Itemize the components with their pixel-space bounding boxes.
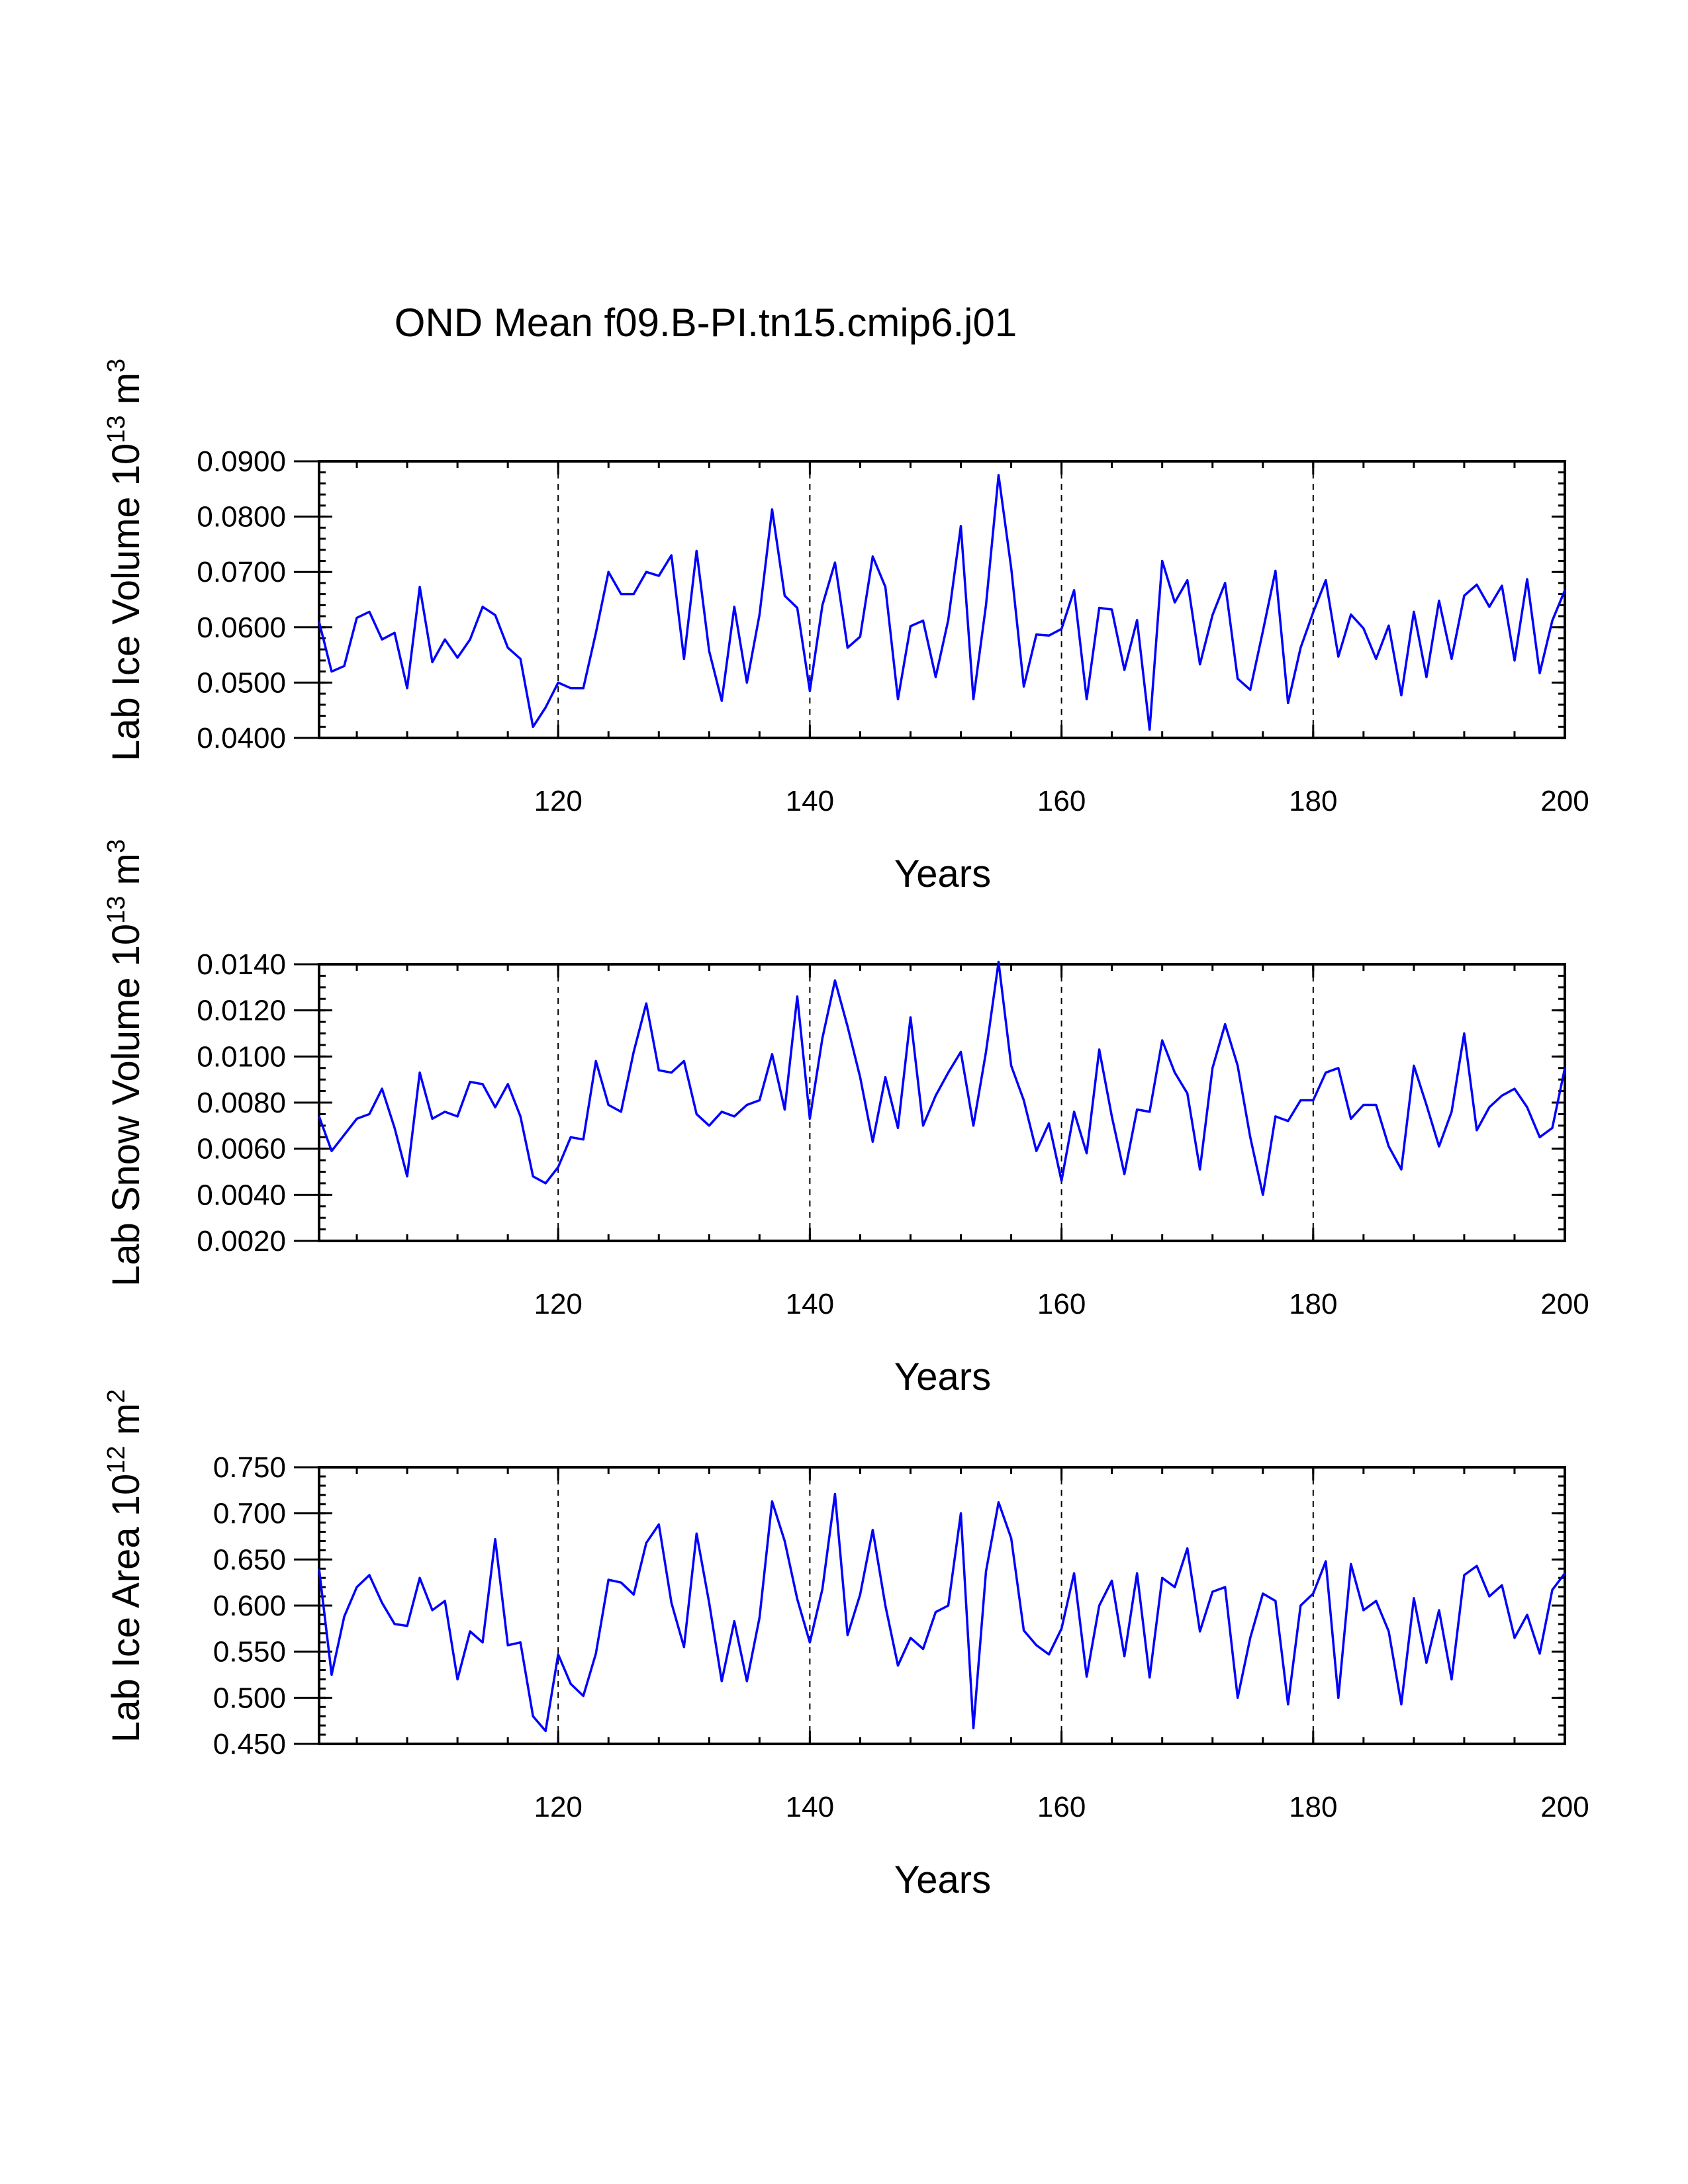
y-tick-label: 0.0700 (197, 556, 286, 588)
plot-frame (318, 460, 1566, 739)
y-axis-label: Lab Ice Area 1012 m2 (103, 1389, 148, 1743)
x-axis-label: Years (894, 852, 991, 895)
y-tick-label: 0.0020 (197, 1225, 286, 1257)
x-tick-label: 140 (786, 1288, 834, 1320)
x-axis-label: Years (894, 1355, 991, 1398)
series-line-lab-ice-area (318, 1492, 1566, 1733)
y-tick-label: 0.0600 (197, 612, 286, 644)
x-tick-label: 120 (534, 1288, 582, 1320)
x-tick-label: 200 (1540, 785, 1589, 817)
y-tick-label: 0.0500 (197, 666, 286, 699)
series-line-lab-snow-volume (318, 960, 1566, 1197)
x-tick-label: 200 (1540, 1288, 1589, 1320)
y-tick-label: 0.0060 (197, 1133, 286, 1165)
y-tick-label: 0.0040 (197, 1179, 286, 1211)
x-tick-label: 160 (1037, 785, 1086, 817)
y-tick-label: 0.650 (213, 1543, 286, 1576)
y-axis-label: Lab Snow Volume 1013 m3 (103, 839, 148, 1287)
chart-panel-1: 0.0400 0.0500 0.0600 0.0700 0.0800 0.0900 120 1… (103, 359, 1589, 895)
x-tick-label: 140 (786, 785, 834, 817)
y-tick-label: 0.0400 (197, 722, 286, 754)
series-line-lab-ice-volume (318, 474, 1566, 731)
plot-frame (318, 1466, 1566, 1745)
y-tick-label: 0.0080 (197, 1087, 286, 1119)
x-axis-label: Years (894, 1858, 991, 1901)
x-tick-label: 160 (1037, 1288, 1086, 1320)
y-tick-label: 0.500 (213, 1682, 286, 1714)
x-tick-label: 180 (1289, 1791, 1337, 1823)
x-tick-label: 160 (1037, 1791, 1086, 1823)
y-tick-label: 0.550 (213, 1636, 286, 1668)
x-tick-label: 140 (786, 1791, 834, 1823)
x-tick-label: 180 (1289, 785, 1337, 817)
y-tick-label: 0.700 (213, 1498, 286, 1530)
y-tick-label: 0.450 (213, 1728, 286, 1760)
x-tick-label: 120 (534, 785, 582, 817)
x-tick-label: 120 (534, 1791, 582, 1823)
y-tick-label: 0.0900 (197, 445, 286, 478)
y-axis-label: Lab Ice Volume 1013 m3 (103, 359, 148, 761)
y-tick-label: 0.0120 (197, 995, 286, 1027)
plot-frame (318, 963, 1566, 1242)
y-tick-label: 0.0800 (197, 501, 286, 533)
x-tick-label: 200 (1540, 1791, 1589, 1823)
chart-panel-2: 0.0020 0.0040 0.0060 0.0080 0.0100 0.0120 0.01… (103, 839, 1589, 1398)
y-tick-label: 0.600 (213, 1590, 286, 1622)
figure-title: OND Mean f09.B-PI.tn15.cmip6.j01 (395, 300, 1017, 345)
y-tick-label: 0.0140 (197, 948, 286, 981)
y-tick-label: 0.0100 (197, 1040, 286, 1073)
x-tick-label: 180 (1289, 1288, 1337, 1320)
y-tick-label: 0.750 (213, 1451, 286, 1484)
chart-panel-3: 0.450 0.500 0.550 0.600 0.650 0.700 0.750 120 14… (103, 1389, 1589, 1901)
